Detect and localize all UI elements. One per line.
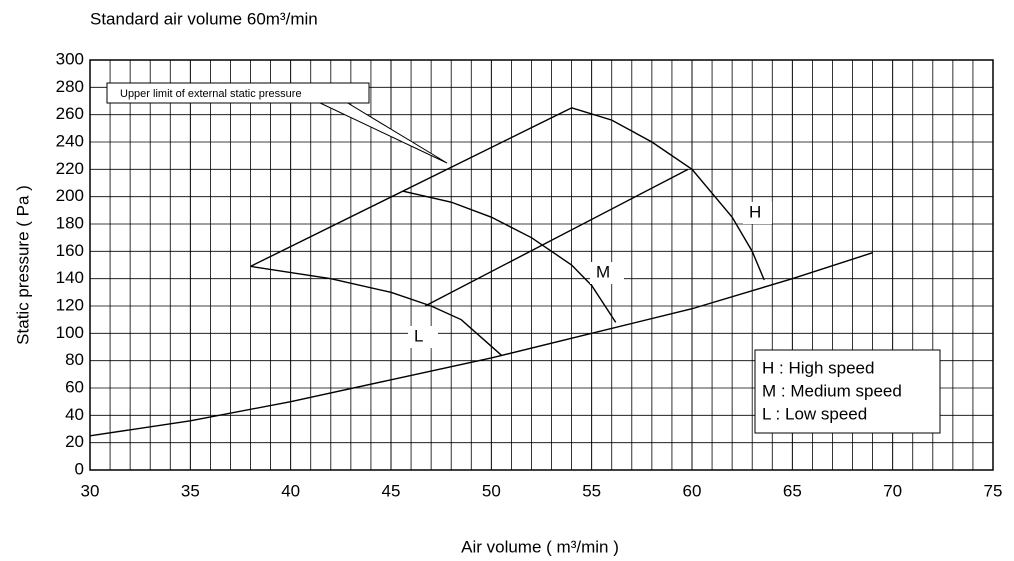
legend-entry: H : High speed (762, 358, 874, 377)
plot-frame (89, 59, 994, 471)
y-tick-label: 260 (56, 104, 84, 123)
y-tick-label: 280 (56, 77, 84, 96)
y-tick-label: 100 (56, 323, 84, 342)
label-bg (743, 202, 772, 224)
curve-label: L (414, 326, 423, 345)
curve-label: M (596, 262, 610, 281)
y-tick-label: 160 (56, 241, 84, 260)
legend-entry: L : Low speed (762, 404, 867, 423)
y-tick-label: 300 (56, 49, 84, 68)
y-tick-label: 240 (56, 131, 84, 150)
callout-text: Upper limit of external static pressure (120, 88, 302, 100)
callout-pointer (317, 101, 448, 164)
y-tick-label: 180 (56, 213, 84, 232)
y-tick-label: 60 (65, 377, 84, 396)
y-tick-label: 140 (56, 268, 84, 287)
curve-label: H (749, 202, 761, 221)
chart-title: Standard air volume 60m³/min (90, 9, 318, 28)
curve (89, 252, 873, 437)
y-axis-label: Static pressure ( Pa ) (13, 185, 32, 345)
y-tick-label: 0 (75, 459, 84, 478)
legend-entry: M : Medium speed (762, 381, 902, 400)
x-tick-label: 55 (582, 481, 601, 500)
curve (250, 107, 572, 267)
legend-box (754, 349, 941, 434)
x-tick-label: 40 (281, 481, 300, 500)
curve (402, 190, 617, 323)
curve (424, 168, 689, 307)
y-tick-label: 120 (56, 295, 84, 314)
callout-box (106, 82, 370, 104)
label-bg (408, 326, 438, 348)
y-tick-label: 220 (56, 159, 84, 178)
x-tick-label: 35 (181, 481, 200, 500)
x-axis-label: Air volume ( m³/min ) (461, 537, 619, 556)
x-tick-label: 45 (382, 481, 401, 500)
x-tick-label: 50 (482, 481, 501, 500)
x-tick-label: 60 (683, 481, 702, 500)
curve (250, 265, 502, 356)
y-tick-label: 40 (65, 405, 84, 424)
label-bg (590, 262, 624, 284)
x-tick-label: 30 (81, 481, 100, 500)
y-tick-label: 80 (65, 350, 84, 369)
x-tick-label: 70 (883, 481, 902, 500)
curve (571, 107, 765, 281)
y-tick-label: 20 (65, 432, 84, 451)
y-tick-label: 200 (56, 186, 84, 205)
x-tick-label: 75 (984, 481, 1003, 500)
x-tick-label: 65 (783, 481, 802, 500)
